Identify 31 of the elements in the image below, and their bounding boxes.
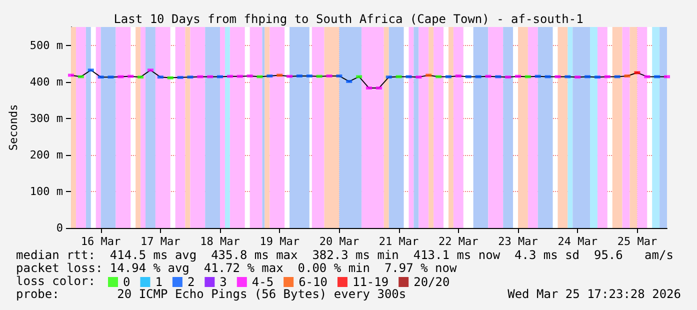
- x-tick-label: 18 Mar: [200, 235, 240, 248]
- x-tick-label: 24 Mar: [558, 235, 598, 248]
- legend-label: 1: [155, 275, 162, 289]
- legend-label: 11-19: [352, 275, 389, 289]
- y-tick-label: 200 m: [30, 148, 64, 162]
- text: Wed Mar 25 17:23:28 2026: [508, 287, 681, 301]
- y-axis-title: Seconds: [7, 104, 20, 151]
- y-tick-label: 0: [56, 222, 64, 234]
- chart-title: Last 10 Days from fhping to South Africa (Cape Town) - af-south-1: [114, 12, 584, 26]
- x-tick-label: 22 Mar: [438, 235, 479, 248]
- legend-label: 0: [123, 275, 130, 289]
- x-tick-label: 23 Mar: [498, 235, 538, 248]
- y-tick-label: 400 m: [30, 75, 64, 88]
- y-tick-label: 100 m: [30, 184, 64, 198]
- legend-label: 3: [220, 275, 227, 289]
- x-tick-label: 19 Mar: [260, 235, 300, 248]
- x-tick-label: 17 Mar: [140, 235, 181, 248]
- legend-label: 2: [187, 275, 195, 289]
- legend-label: 4-5: [252, 275, 274, 289]
- x-tick-label: 21 Mar: [378, 235, 420, 248]
- y-tick-label: 500 m: [30, 38, 64, 52]
- x-tick-label: 16 Mar: [80, 235, 122, 248]
- text: probe: 20 ICMP Echo Pings (56 Bytes) every 300s: [16, 287, 406, 301]
- x-tick-label: 20 Mar: [319, 235, 360, 248]
- legend-label: 6-10: [298, 275, 328, 289]
- text: packet loss: 14.94 % avg 41.72 % max 0.00 % min 7.97 % now: [16, 261, 458, 275]
- legend-label: 20/20: [414, 275, 450, 289]
- text: median rtt: 414.5 ms avg 435.8 ms max 382.3 ms min 413.1 ms now 4.3 ms sd 95.6 am/s: [16, 248, 674, 262]
- y-tick-label: 300 m: [30, 112, 64, 125]
- x-tick-label: 25 Mar: [617, 235, 658, 248]
- legend-title: loss color:: [16, 274, 96, 288]
